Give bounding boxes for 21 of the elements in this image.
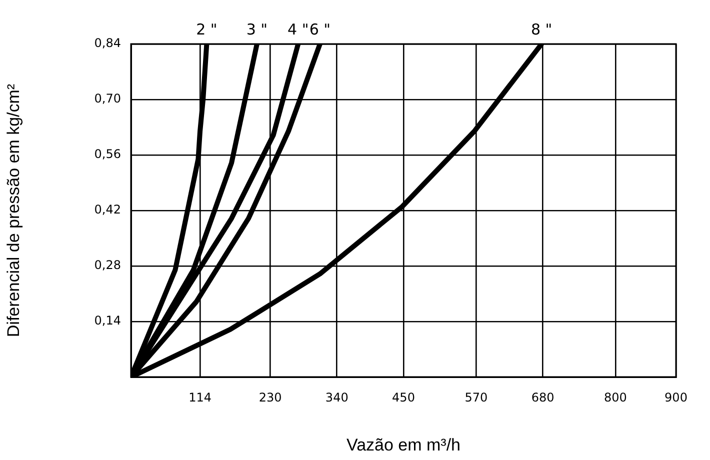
y-tick-label: 0,14 <box>94 314 121 328</box>
x-tick-label: 230 <box>258 390 282 404</box>
x-tick-label: 570 <box>464 390 488 404</box>
y-tick-label: 0,84 <box>94 36 121 50</box>
series-label: 4 " <box>288 20 309 38</box>
y-tick-label: 0,56 <box>94 147 121 162</box>
series-label: 8 " <box>530 20 552 38</box>
y-tick-label: 0,42 <box>94 202 121 217</box>
x-tick-label: 680 <box>531 390 554 404</box>
series-label: 6 " <box>309 20 331 38</box>
y-tick-label: 0,70 <box>94 92 121 106</box>
series-label: 2 " <box>196 20 218 38</box>
x-tick-label: 450 <box>392 390 415 404</box>
x-tick-label: 800 <box>604 390 627 404</box>
y-axis-title: Diferencial de pressão em kg/cm² <box>4 84 23 338</box>
x-tick-label: 340 <box>325 390 348 404</box>
series-label: 3 " <box>246 20 268 38</box>
x-tick-label: 900 <box>664 390 688 404</box>
x-axis-title: Vazão em m³/h <box>346 435 461 454</box>
y-tick-label: 0,28 <box>94 258 121 272</box>
x-tick-label: 114 <box>188 390 212 404</box>
